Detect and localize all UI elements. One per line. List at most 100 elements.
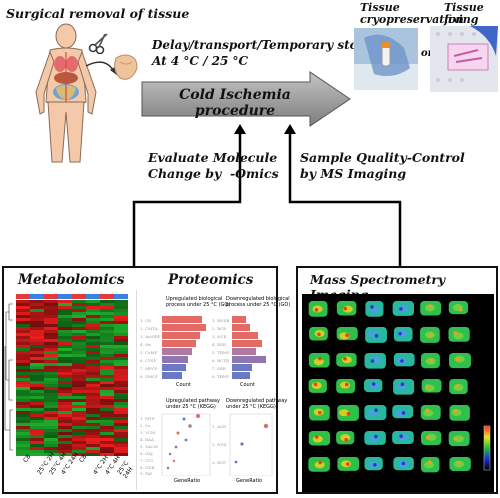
heatmap-cell [58, 321, 72, 324]
heatmap-cell [30, 426, 44, 429]
heatmap-cell [44, 429, 58, 432]
heatmap-group-bar [44, 294, 58, 299]
heatmap-cell [30, 438, 44, 441]
heatmap-cell [86, 357, 100, 360]
msi-hotspot [453, 409, 458, 413]
heatmap-cell [30, 432, 44, 435]
heatmap-cell [16, 318, 30, 321]
heatmap-cell [72, 390, 86, 393]
heatmap-cell [30, 339, 44, 342]
heatmap-cell [114, 387, 128, 390]
heatmap-cell [16, 453, 30, 456]
heatmap-cell [86, 393, 100, 396]
heatmap-cell [16, 345, 30, 348]
cold-ischemia-label: Cold Ischemia procedure [179, 87, 291, 119]
heatmap-cell [16, 375, 30, 378]
msi-spot [423, 461, 434, 469]
heatmap-cell [58, 390, 72, 393]
heatmap-cell [100, 333, 114, 336]
heatmap-cell [100, 312, 114, 315]
heatmap-cell [114, 432, 128, 435]
heatmap-cell [72, 447, 86, 450]
svg-text:8. GDR: 8. GDR [140, 465, 155, 470]
msi-hotspot [429, 358, 433, 363]
heatmap-cell [100, 369, 114, 372]
svg-text:2. CMTA: 2. CMTA [140, 326, 158, 331]
heatmap-cell [72, 321, 86, 324]
heatmap-cell [100, 327, 114, 330]
delay-label: Delay/transport/Temporary storage… [152, 38, 400, 52]
heatmap-cell [86, 411, 100, 414]
down-kegg-title: Downregulated pathway under 25 °C (KEGG) [226, 398, 288, 410]
heatmap-cell [72, 432, 86, 435]
heatmap-cell [16, 450, 30, 453]
heatmap-cell [86, 387, 100, 390]
heatmap-cell [58, 300, 72, 303]
heatmap-cell [30, 306, 44, 309]
heatmap-cell [16, 408, 30, 411]
heatmap-cell [44, 336, 58, 339]
msi-hotspot [401, 411, 406, 415]
heatmap-cell [16, 324, 30, 327]
heatmap-cell [72, 351, 86, 354]
heatmap-cell [44, 408, 58, 411]
heatmap-cell [58, 315, 72, 318]
heatmap-cell [16, 306, 30, 309]
heatmap-cell [86, 435, 100, 438]
heatmap-cell [114, 423, 128, 426]
heatmap-cell [44, 405, 58, 408]
heatmap-cell [86, 396, 100, 399]
svg-text:2. Ce: 2. Ce [140, 423, 151, 428]
msi-spot [453, 383, 464, 391]
svg-text:3. NCE: 3. NCE [212, 334, 227, 339]
heatmap-cell [16, 327, 30, 330]
heatmap-cell [100, 402, 114, 405]
msi-hotspot [346, 411, 351, 416]
svg-text:1. CE: 1. CE [140, 318, 151, 323]
svg-text:9. PAI: 9. PAI [140, 471, 152, 476]
heatmap-cell [114, 402, 128, 405]
heatmap-cell [30, 333, 44, 336]
heatmap-cell [30, 408, 44, 411]
heatmap-cell [72, 396, 86, 399]
heatmap-cell [16, 381, 30, 384]
heatmap-cell [30, 324, 44, 327]
heatmap-cell [114, 384, 128, 387]
heatmap-cell [114, 345, 128, 348]
heatmap-cell [44, 333, 58, 336]
svg-text:4. RSR: 4. RSR [212, 342, 227, 347]
heatmap-cell [16, 411, 30, 414]
heatmap-cell [86, 330, 100, 333]
heatmap-cell [30, 453, 44, 456]
heatmap-cell [114, 390, 128, 393]
svg-text:8. TRNP: 8. TRNP [212, 374, 229, 379]
heatmap-cell [58, 402, 72, 405]
heatmap-cell [44, 453, 58, 456]
heatmap-cell [100, 345, 114, 348]
heatmap-cell [30, 342, 44, 345]
msi-hotspot [374, 434, 378, 439]
heatmap-cell [30, 378, 44, 381]
heatmap-group-bar [30, 294, 44, 299]
heatmap-cell [100, 315, 114, 318]
heatmap-cell [44, 372, 58, 375]
heatmap-cell [114, 312, 128, 315]
svg-text:3. ActGEF: 3. ActGEF [140, 334, 161, 339]
heatmap-cell [44, 411, 58, 414]
heatmap-cell [16, 369, 30, 372]
heatmap-cell [114, 360, 128, 363]
heatmap-cell [100, 357, 114, 360]
msi-hotspot [428, 304, 433, 308]
heatmap-cell [16, 396, 30, 399]
heatmap-cell [72, 360, 86, 363]
heatmap-cell [86, 300, 100, 303]
heatmap-cell [16, 426, 30, 429]
heatmap-cell [58, 327, 72, 330]
heatmap-cell [100, 300, 114, 303]
msi-hotspot [425, 435, 430, 440]
heatmap-cell [30, 402, 44, 405]
heatmap-cell [58, 420, 72, 423]
heatmap-cell [30, 384, 44, 387]
down-kegg-generatio-label: GeneRatio [236, 478, 263, 484]
heatmap-cell [44, 444, 58, 447]
